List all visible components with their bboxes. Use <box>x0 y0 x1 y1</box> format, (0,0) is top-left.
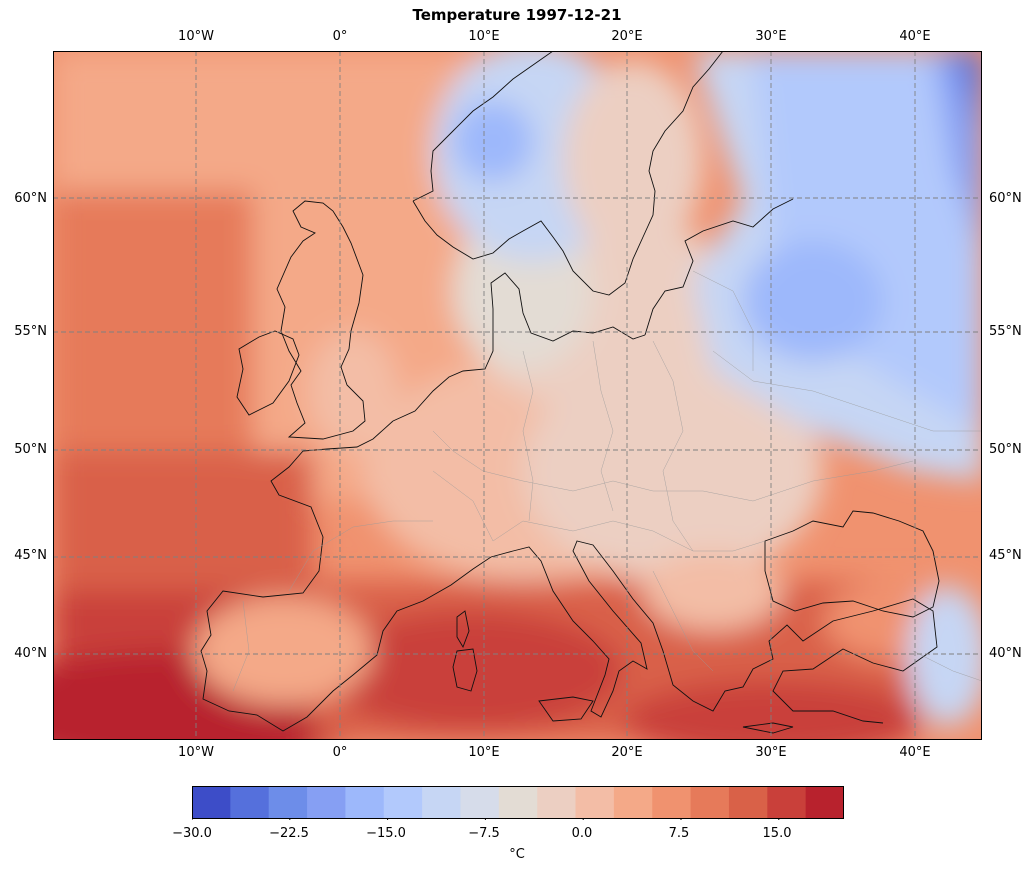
coastline-norway <box>412 51 554 202</box>
colorbar-tick-label: 0.0 <box>571 826 593 841</box>
lon-label-bottom: 30°E <box>755 745 787 760</box>
border <box>232 600 250 692</box>
field-russia-cold <box>753 51 982 431</box>
field-caucasus <box>908 586 982 726</box>
temperature-map <box>53 51 982 740</box>
colorbar-cell <box>767 786 807 819</box>
lon-label-bottom: 40°E <box>899 745 931 760</box>
lat-label-left: 60°N <box>14 191 47 206</box>
lat-label-right: 40°N <box>989 646 1022 661</box>
border <box>592 340 614 512</box>
colorbar-ticks <box>192 819 780 820</box>
field-norway-cold <box>453 101 533 181</box>
lat-label-left: 50°N <box>14 442 47 457</box>
gridlines <box>53 51 982 740</box>
border <box>522 350 534 522</box>
colorbar-cell <box>537 786 577 819</box>
colorbar-unit: °C <box>509 847 525 862</box>
lat-label-right: 55°N <box>989 324 1022 339</box>
lat-label-right: 60°N <box>989 191 1022 206</box>
coastline-north-continent <box>392 272 646 422</box>
colorbar-cell <box>690 786 730 819</box>
colorbar-cell <box>805 786 844 819</box>
lon-label-bottom: 10°E <box>468 745 500 760</box>
colorbar-tick-label: 7.5 <box>668 826 690 841</box>
colorbar-cells <box>192 786 844 819</box>
border <box>432 470 766 552</box>
field-iberia <box>193 596 373 706</box>
temperature-field <box>53 51 982 740</box>
coastline-corsica <box>456 610 470 649</box>
border <box>652 340 694 552</box>
coastline-sardinia <box>452 648 478 692</box>
lat-label-left: 55°N <box>14 324 47 339</box>
lat-label-left: 45°N <box>14 548 47 563</box>
colorbar-cell <box>307 786 346 819</box>
colorbar-cell <box>652 786 692 819</box>
colorbar-cell <box>460 786 500 819</box>
coastline-sweden <box>412 51 724 296</box>
colorbar-tick-label: −22.5 <box>269 826 309 841</box>
coastline-great-britain <box>276 200 366 440</box>
colorbar-cell <box>268 786 308 819</box>
colorbar-cell <box>192 786 231 819</box>
lat-label-right: 50°N <box>989 442 1022 457</box>
border <box>432 430 914 502</box>
colorbar-cell <box>422 786 461 819</box>
map-title: Temperature 1997-12-21 <box>412 6 622 24</box>
border <box>712 350 982 432</box>
country-borders <box>232 270 982 692</box>
coastline-sicily <box>538 696 594 722</box>
colorbar-cell <box>613 786 653 819</box>
colorbar <box>192 786 844 820</box>
border <box>288 520 433 592</box>
coastlines <box>200 51 940 734</box>
field-sweden <box>563 61 703 261</box>
lon-label-bottom: 20°E <box>611 745 643 760</box>
colorbar-cell <box>383 786 423 819</box>
colorbar-cell <box>345 786 385 819</box>
colorbar-cell <box>575 786 615 819</box>
field-east-med <box>623 681 923 740</box>
lon-label-top: 0° <box>332 29 348 44</box>
lon-label-top: 20°E <box>611 29 643 44</box>
lat-label-right: 45°N <box>989 548 1022 563</box>
colorbar-cell <box>498 786 538 819</box>
lon-label-top: 40°E <box>899 29 931 44</box>
field-balkans <box>643 551 783 631</box>
colorbar-tick-label: 15.0 <box>762 826 792 841</box>
field-northeast-coldest <box>953 51 982 131</box>
coastline-crete <box>742 722 794 734</box>
coastline-baltic-east <box>644 198 794 336</box>
coastline-ireland <box>236 330 300 416</box>
field-northeast <box>933 51 982 251</box>
colorbar-tick-label: −15.0 <box>366 826 406 841</box>
field-atlantic-mid <box>53 191 253 471</box>
lon-label-top: 10°E <box>468 29 500 44</box>
coastline-south-continent <box>200 420 938 732</box>
lon-label-top: 10°W <box>178 29 214 44</box>
colorbar-cell <box>230 786 270 819</box>
lon-label-bottom: 10°W <box>178 745 214 760</box>
border <box>652 570 714 672</box>
colorbar-frame <box>192 786 844 819</box>
field-russia-colder <box>743 241 883 361</box>
map-frame <box>53 51 982 740</box>
field-tyrrhenian <box>323 611 623 731</box>
field-east-central <box>523 361 823 581</box>
lon-label-top: 30°E <box>755 29 787 44</box>
border <box>692 270 754 371</box>
colorbar-tick-label: −7.5 <box>468 826 500 841</box>
colorbar-tick-label: −30.0 <box>172 826 212 841</box>
border <box>912 650 982 682</box>
colorbar-cell <box>728 786 768 819</box>
coastline-black-sea <box>764 510 940 618</box>
lat-label-left: 40°N <box>14 646 47 661</box>
lon-label-bottom: 0° <box>332 745 348 760</box>
